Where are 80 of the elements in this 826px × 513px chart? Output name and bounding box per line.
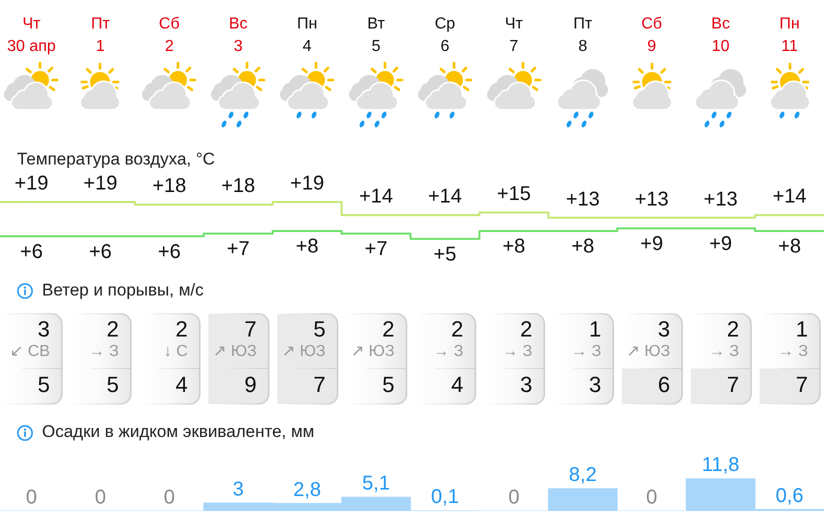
text: ↗ ЮЗ — [626, 343, 670, 360]
text: 2 — [726, 316, 740, 342]
data-label: +18 — [221, 175, 256, 198]
data-label: +6 — [158, 240, 181, 263]
data-label: 0,6 — [776, 484, 804, 507]
data-label: 2,8 — [293, 478, 322, 501]
data-label: +19 — [290, 172, 324, 194]
text: 7 — [796, 372, 808, 398]
text: 5 — [313, 316, 326, 342]
text: → З — [708, 343, 740, 360]
data-label: 8,2 — [568, 464, 597, 486]
data-label: +18 — [152, 175, 186, 198]
data-label: 0 — [646, 486, 658, 509]
text: ↙ СВ — [10, 343, 50, 360]
text: → З — [502, 343, 532, 360]
data-label: +15 — [496, 183, 531, 206]
text: 5 — [382, 372, 394, 398]
text: → З — [778, 343, 808, 360]
data-label: +19 — [83, 172, 118, 194]
text: 2 — [451, 316, 464, 342]
text: ↗ ЮЗ — [350, 343, 394, 360]
data-label: 5,1 — [362, 472, 390, 495]
text: 3 — [589, 372, 602, 398]
text: 5 — [106, 372, 119, 398]
x-tick-label: Ср 6 — [434, 16, 456, 56]
text: 6 — [658, 372, 670, 398]
data-label: +7 — [364, 238, 388, 260]
data-label: +8 — [502, 236, 526, 258]
text: → З — [433, 343, 464, 360]
text: 7 — [313, 372, 326, 398]
data-label: +8 — [778, 236, 801, 258]
data-label: 0 — [508, 486, 520, 509]
text: → З — [88, 343, 119, 360]
data-label: 3 — [232, 478, 244, 500]
x-tick-label: Чт 7 — [504, 16, 524, 56]
text: 9 — [244, 372, 257, 398]
text: 4 — [176, 372, 188, 398]
chart-title: Осадки в жидком эквиваленте, мм — [42, 422, 314, 442]
x-tick-label: Пн 4 — [296, 16, 318, 56]
text: 1 — [796, 316, 808, 342]
x-tick-label: Пн 11 — [779, 16, 800, 56]
x-tick-label: Сб 9 — [641, 16, 662, 56]
x-tick-label: Пт 1 — [90, 16, 110, 56]
x-tick-label: Вс 3 — [228, 16, 248, 56]
text: 2 — [382, 316, 394, 342]
data-label: 11,8 — [702, 454, 740, 476]
chart-title: Температура воздуха, °C — [17, 150, 215, 169]
text: 3 — [658, 316, 670, 342]
text: 2 — [520, 316, 532, 342]
text: ↗ ЮЗ — [212, 343, 257, 360]
text: 3 — [520, 372, 532, 398]
data-label: 0 — [164, 486, 175, 509]
data-label: +7 — [226, 238, 250, 260]
text: 4 — [451, 372, 464, 398]
data-label: 0 — [26, 486, 38, 509]
text: 2 — [176, 316, 188, 342]
data-label: +5 — [434, 243, 456, 266]
data-label: +8 — [571, 236, 594, 258]
text: 7 — [244, 316, 257, 342]
text: Ветер и порывы, м/с — [42, 280, 204, 300]
text: 5 — [38, 372, 50, 398]
text: 3 — [38, 316, 50, 342]
data-label: +19 — [14, 172, 48, 194]
text: 2 — [106, 316, 119, 342]
x-tick-label: Пт 8 — [573, 16, 593, 56]
x-tick-label: Вс 10 — [711, 16, 730, 56]
data-label: 0 — [94, 486, 106, 509]
x-tick-label: Вт 5 — [367, 16, 386, 56]
x-tick-label: Чт 30 апр — [7, 16, 56, 56]
data-label: +6 — [20, 240, 43, 263]
data-label: +6 — [88, 240, 112, 263]
text: ↗ ЮЗ — [282, 343, 326, 360]
text: → З — [571, 343, 602, 360]
data-label: +14 — [772, 186, 807, 208]
data-label: +8 — [296, 236, 319, 258]
x-tick-label: Сб 2 — [158, 16, 180, 56]
data-label: 0,1 — [431, 486, 459, 508]
text: 7 — [726, 372, 740, 398]
text: ↓ С — [164, 343, 188, 360]
text: 1 — [589, 316, 602, 342]
